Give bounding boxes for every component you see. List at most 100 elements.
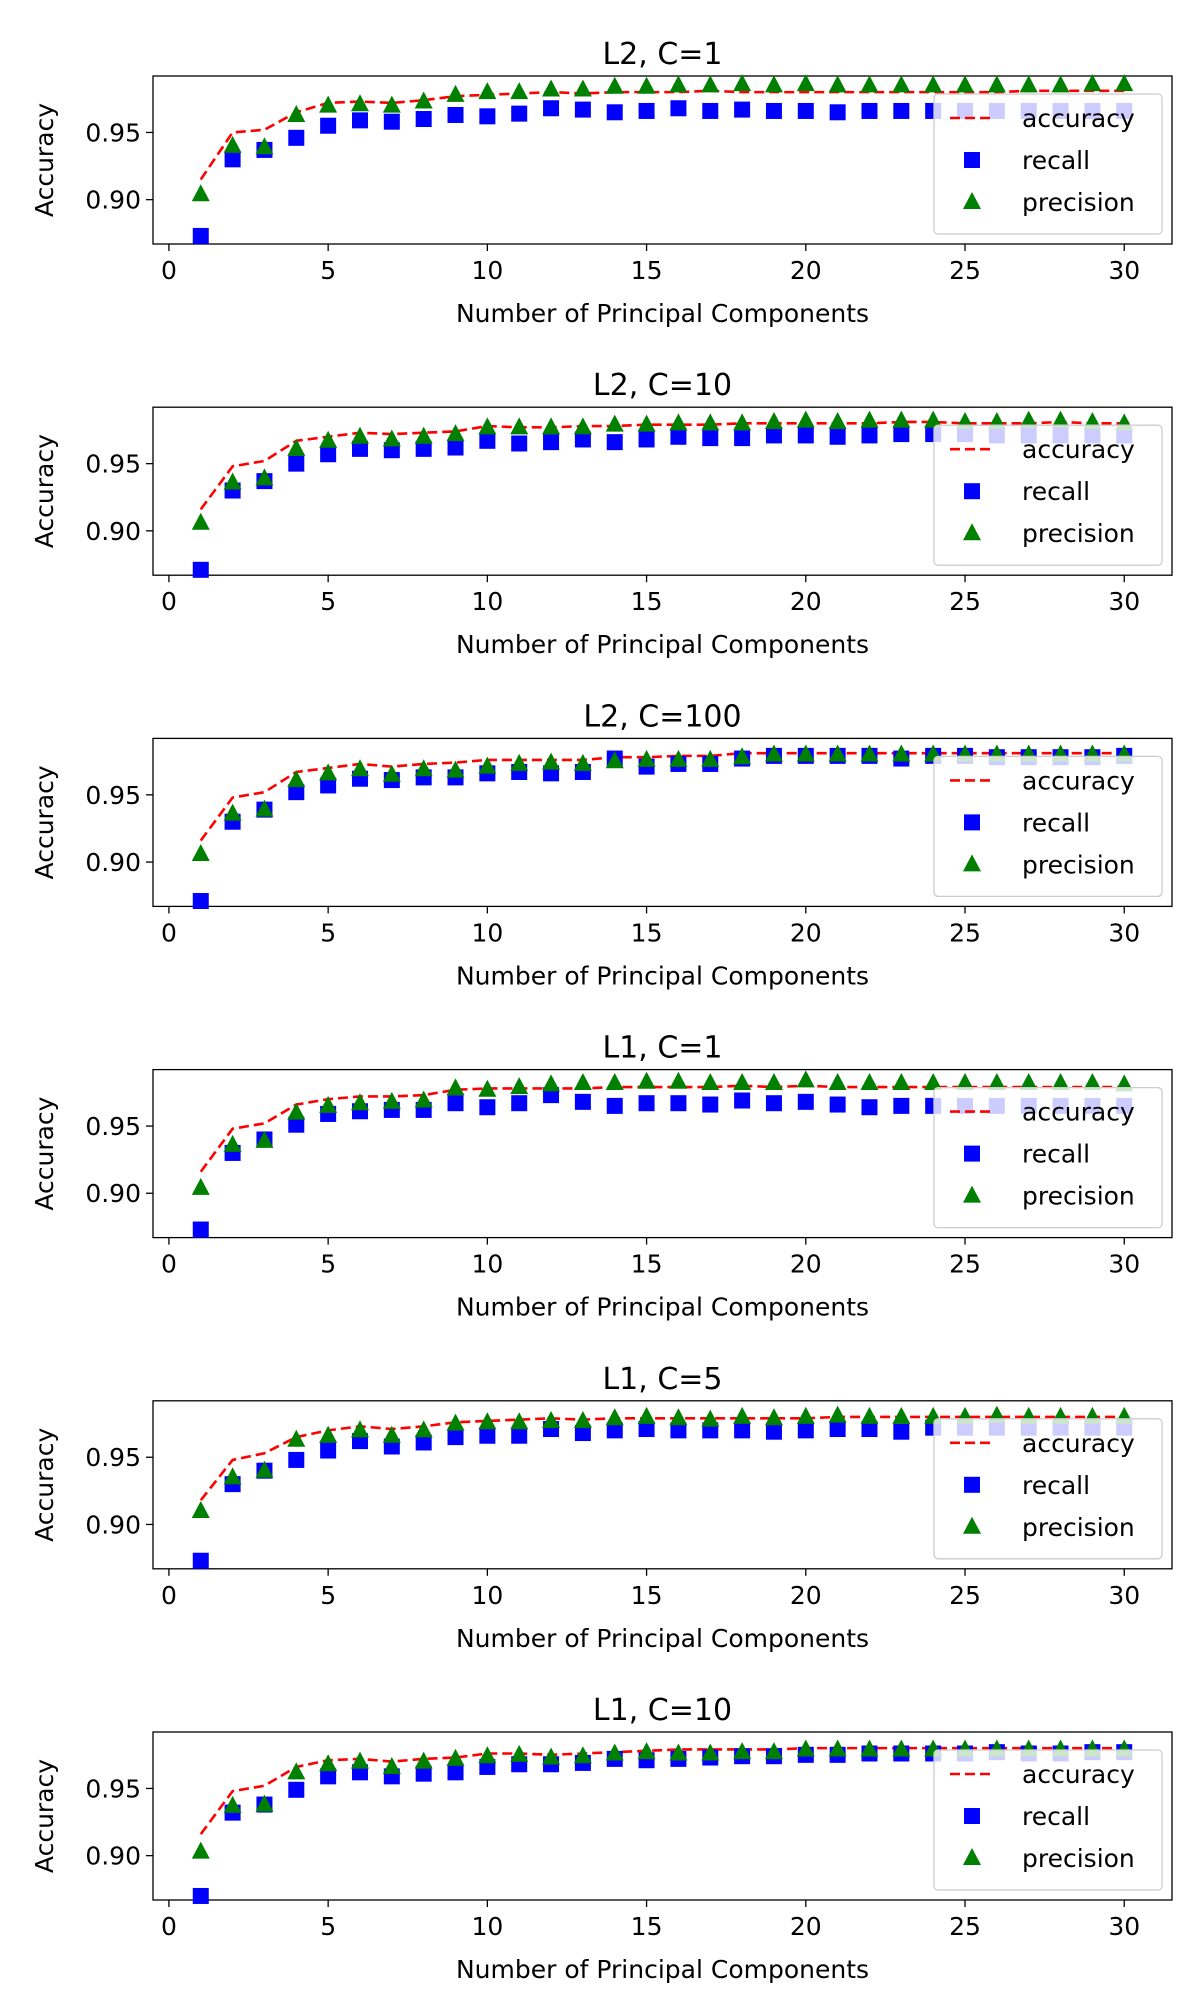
legend-precision-handle: [963, 1848, 981, 1865]
recall-point: [606, 1097, 623, 1114]
precision-point: [319, 430, 338, 448]
precision-point: [796, 1406, 815, 1424]
x-tick-label: 10: [471, 918, 503, 947]
precision-point: [191, 843, 210, 861]
recall-point: [734, 1092, 751, 1109]
precision-point: [573, 1410, 592, 1428]
recall-point: [447, 1764, 464, 1781]
precision-point: [733, 74, 752, 92]
x-tick-label: 15: [631, 256, 663, 285]
x-tick-label: 10: [471, 587, 503, 616]
precision-point: [892, 1739, 911, 1757]
recall-point: [192, 1552, 209, 1569]
precision-point: [573, 417, 592, 435]
precision-point: [733, 413, 752, 431]
x-tick-label: 5: [320, 587, 336, 616]
x-tick-label: 0: [161, 1250, 177, 1279]
recall-point: [415, 111, 432, 128]
precision-point: [987, 1073, 1006, 1091]
precision-point: [382, 1091, 401, 1109]
precision-point: [510, 1077, 529, 1095]
precision-point: [542, 79, 561, 97]
recall-point: [447, 439, 464, 456]
precision-point: [892, 75, 911, 93]
y-tick-label: 0.95: [85, 1774, 141, 1803]
recall-point: [320, 446, 337, 463]
precision-point: [573, 79, 592, 97]
recall-point: [192, 1887, 209, 1904]
precision-point: [733, 1406, 752, 1424]
recall-point: [574, 431, 591, 448]
recall-point: [511, 105, 528, 122]
recall-point: [797, 427, 814, 444]
legend: accuracy recall precision: [933, 1086, 1163, 1229]
precision-point: [1051, 75, 1070, 93]
x-axis-label: Number of Principal Components: [456, 299, 869, 328]
recall-point: [765, 1423, 782, 1440]
precision-point: [573, 1073, 592, 1091]
legend-label: precision: [1022, 1844, 1135, 1873]
precision-point: [446, 84, 465, 102]
precision-point: [796, 1070, 815, 1088]
precision-point: [255, 1460, 274, 1478]
precision-point: [669, 1408, 688, 1426]
precision-point: [350, 1751, 369, 1769]
recall-point: [734, 430, 751, 447]
precision-point: [1019, 75, 1038, 93]
precision-point: [350, 759, 369, 777]
precision-point: [701, 749, 720, 767]
precision-point: [350, 426, 369, 444]
precision-point: [191, 1177, 210, 1195]
x-tick-label: 25: [949, 256, 981, 285]
precision-point: [223, 1795, 242, 1813]
precision-point: [764, 1742, 783, 1760]
legend-label: recall: [1022, 1802, 1090, 1831]
precision-point: [446, 760, 465, 778]
recall-point: [574, 1093, 591, 1110]
precision-point: [860, 410, 879, 428]
chart-panel: L1, C=5 0 5 10 15 20 25 30 0.90 0.95 Number of Pri…: [30, 1362, 1173, 1653]
recall-point: [288, 129, 305, 146]
legend-recall-handle: [964, 1808, 980, 1824]
recall-point: [320, 1768, 337, 1785]
x-tick-label: 25: [949, 1250, 981, 1279]
x-tick-label: 30: [1108, 1912, 1140, 1941]
recall-point: [447, 106, 464, 123]
precision-point: [669, 749, 688, 767]
legend-label: recall: [1022, 1140, 1090, 1169]
legend-recall-handle: [964, 1476, 980, 1493]
precision-point: [478, 417, 497, 435]
precision-point: [350, 94, 369, 112]
precision-point: [860, 744, 879, 762]
precision-point: [319, 95, 338, 113]
precision-point: [223, 1467, 242, 1485]
precision-point: [1019, 410, 1038, 428]
x-tick-label: 30: [1108, 256, 1140, 285]
x-tick-label: 10: [471, 256, 503, 285]
precision-point: [605, 76, 624, 94]
recall-point: [288, 1781, 305, 1798]
recall-point: [702, 1096, 719, 1113]
recall-point: [861, 1099, 878, 1116]
chart-panel: L2, C=100 0 5 10 15 20 25 30 0.90 0.95 Number of P…: [30, 699, 1173, 990]
y-axis-label: Accuracy: [30, 1096, 59, 1210]
recall-point: [288, 1451, 305, 1468]
precision-point: [510, 1412, 529, 1430]
precision-point: [478, 1079, 497, 1097]
precision-point: [319, 763, 338, 781]
legend-label: accuracy: [1022, 104, 1135, 133]
recall-point: [829, 1096, 846, 1113]
precision-point: [510, 1744, 529, 1762]
recall-point: [192, 227, 209, 244]
recall-point: [734, 1422, 751, 1439]
precision-point: [764, 744, 783, 762]
legend-precision-handle: [963, 854, 981, 872]
recall-point: [320, 777, 337, 794]
y-tick-label: 0.90: [85, 186, 141, 215]
precision-point: [956, 75, 975, 93]
precision-point: [796, 744, 815, 762]
x-axis-label: Number of Principal Components: [456, 1955, 869, 1984]
recall-point: [543, 434, 560, 451]
precision-point: [1051, 410, 1070, 428]
